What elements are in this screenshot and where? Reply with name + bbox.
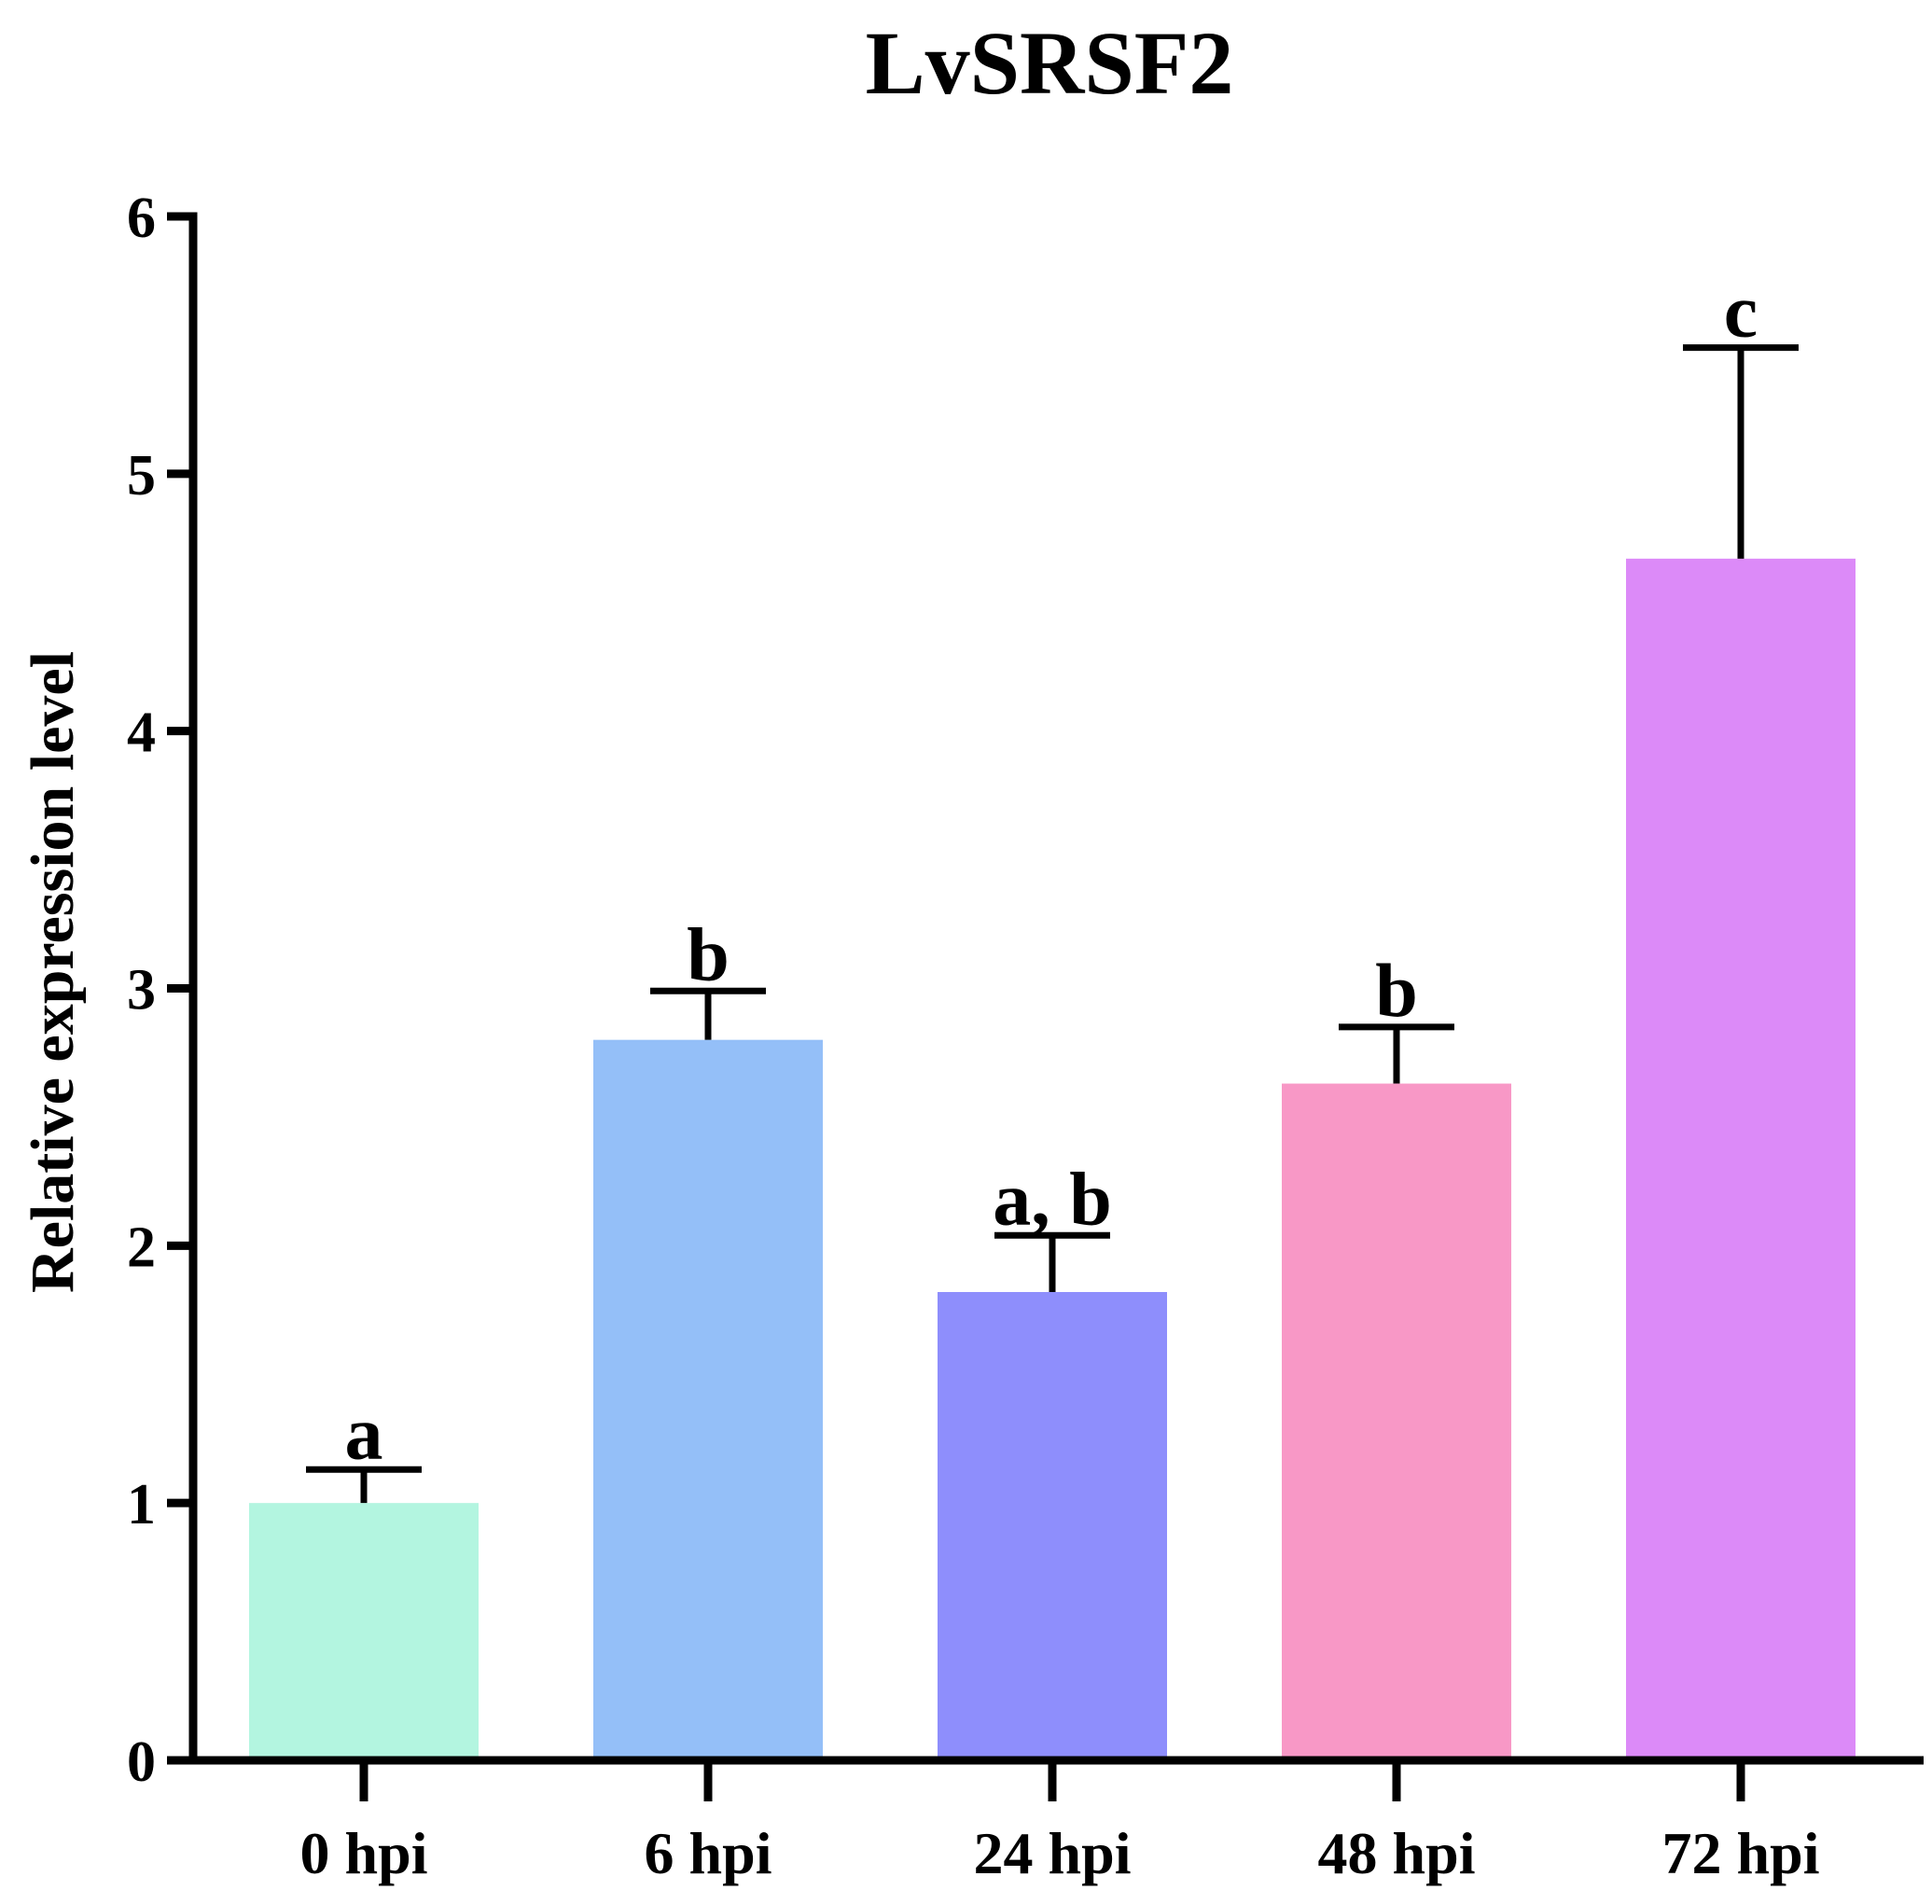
x-tick-label-24-hpi: 24 hpi — [974, 1820, 1132, 1886]
y-tick-label-3: 3 — [127, 959, 156, 1022]
y-tick-label-0: 0 — [127, 1730, 156, 1794]
bar-6-hpi — [593, 1039, 823, 1757]
bar-72-hpi — [1626, 558, 1856, 1757]
y-tick-label-4: 4 — [127, 702, 156, 765]
bar-48-hpi — [1282, 1083, 1511, 1757]
chart-title: LvSRSF2 — [866, 13, 1234, 113]
significance-label-48-hpi: b — [1375, 948, 1418, 1033]
y-tick-label-1: 1 — [127, 1473, 156, 1536]
bar-24-hpi — [938, 1291, 1167, 1757]
significance-label-0-hpi: a — [345, 1390, 383, 1475]
significance-label-24-hpi: a, b — [993, 1156, 1112, 1241]
x-tick-label-6-hpi: 6 hpi — [645, 1820, 772, 1886]
bar-0-hpi — [249, 1503, 479, 1757]
y-tick-label-2: 2 — [127, 1216, 156, 1279]
y-axis-label: Relative expression level — [19, 651, 87, 1293]
y-tick-label-5: 5 — [127, 444, 156, 507]
significance-label-72-hpi: c — [1724, 269, 1758, 354]
x-tick-label-72-hpi: 72 hpi — [1662, 1820, 1820, 1886]
x-tick-label-48-hpi: 48 hpi — [1318, 1820, 1476, 1886]
bars — [249, 558, 1856, 1757]
significance-label-6-hpi: b — [687, 911, 730, 996]
error-bars — [306, 344, 1799, 1504]
y-ticks: 0 1 2 3 4 5 6 — [127, 187, 193, 1794]
x-tick-label-0-hpi: 0 hpi — [300, 1820, 428, 1886]
significance-labels: a b a, b b c — [345, 269, 1758, 1476]
x-ticks: 0 hpi 6 hpi 24 hpi 48 hpi 72 hpi — [300, 1760, 1820, 1886]
y-tick-label-6: 6 — [127, 187, 156, 250]
